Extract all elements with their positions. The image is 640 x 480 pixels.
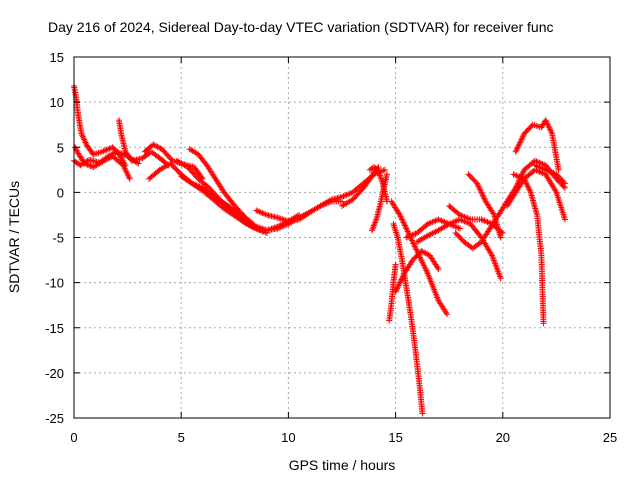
y-tick-label: -10	[45, 276, 64, 291]
x-tick-label: 20	[496, 430, 510, 445]
chart-title: Day 216 of 2024, Sidereal Day-to-day VTE…	[48, 19, 554, 35]
x-tick-label: 15	[388, 430, 402, 445]
data-point	[456, 225, 463, 232]
data-series-arc-4	[116, 117, 172, 169]
data-point	[80, 135, 87, 142]
data-point	[81, 136, 88, 143]
data-point	[83, 161, 90, 168]
y-tick-label: -5	[52, 231, 64, 246]
x-tick-label: 25	[603, 430, 617, 445]
data-point	[381, 166, 388, 173]
data-point	[82, 139, 89, 146]
data-series-arc-15	[386, 261, 399, 324]
data-point	[444, 311, 451, 318]
data-point	[560, 179, 567, 186]
data-point	[497, 275, 504, 282]
y-tick-label: 5	[57, 140, 64, 155]
data-point	[276, 215, 283, 222]
y-tick-label: 15	[50, 50, 64, 65]
data-point	[561, 216, 568, 223]
data-point	[79, 133, 86, 140]
data-point	[86, 162, 93, 169]
data-point	[392, 261, 399, 268]
data-point	[277, 215, 284, 222]
data-point	[274, 214, 281, 221]
y-tick-label: 0	[57, 185, 64, 200]
data-series-arc-28	[531, 162, 568, 187]
data-series-arc-18	[392, 248, 442, 295]
data-point	[561, 180, 568, 187]
y-axis-label: SDTVAR / TECUs	[6, 181, 22, 293]
data-point	[555, 166, 562, 173]
x-axis-label: GPS time / hours	[289, 457, 396, 473]
data-point	[279, 216, 286, 223]
data-point	[81, 138, 88, 145]
data-point	[84, 161, 91, 168]
data-point	[267, 226, 274, 233]
x-tick-label: 10	[281, 430, 295, 445]
data-series-arc-25	[512, 117, 562, 173]
data-point	[435, 266, 442, 273]
y-tick-label: -20	[45, 366, 64, 381]
x-tick-label: 0	[70, 430, 77, 445]
y-tick-label: -25	[45, 411, 64, 426]
data-series-arc-22	[465, 171, 504, 241]
data-point	[497, 234, 504, 241]
y-tick-label: -15	[45, 321, 64, 336]
y-tick-label: 10	[50, 95, 64, 110]
data-point	[78, 130, 85, 137]
data-series-arc-19	[403, 216, 463, 241]
data-point	[419, 410, 426, 417]
data-point	[384, 171, 391, 178]
data-series-arc-3	[72, 144, 133, 182]
data-series-arc-27	[504, 166, 568, 223]
data-series-arc-14	[369, 171, 391, 234]
x-tick-label: 5	[178, 430, 185, 445]
data-series-arc-16	[390, 220, 426, 417]
data-point	[81, 160, 88, 167]
data-series-arc-24	[510, 171, 547, 327]
data-point	[79, 132, 86, 139]
data-series-arc-20	[414, 216, 504, 282]
data-point	[126, 175, 133, 182]
data-point	[540, 320, 547, 327]
data-point	[268, 225, 275, 232]
data-series-arc-17	[388, 198, 451, 318]
